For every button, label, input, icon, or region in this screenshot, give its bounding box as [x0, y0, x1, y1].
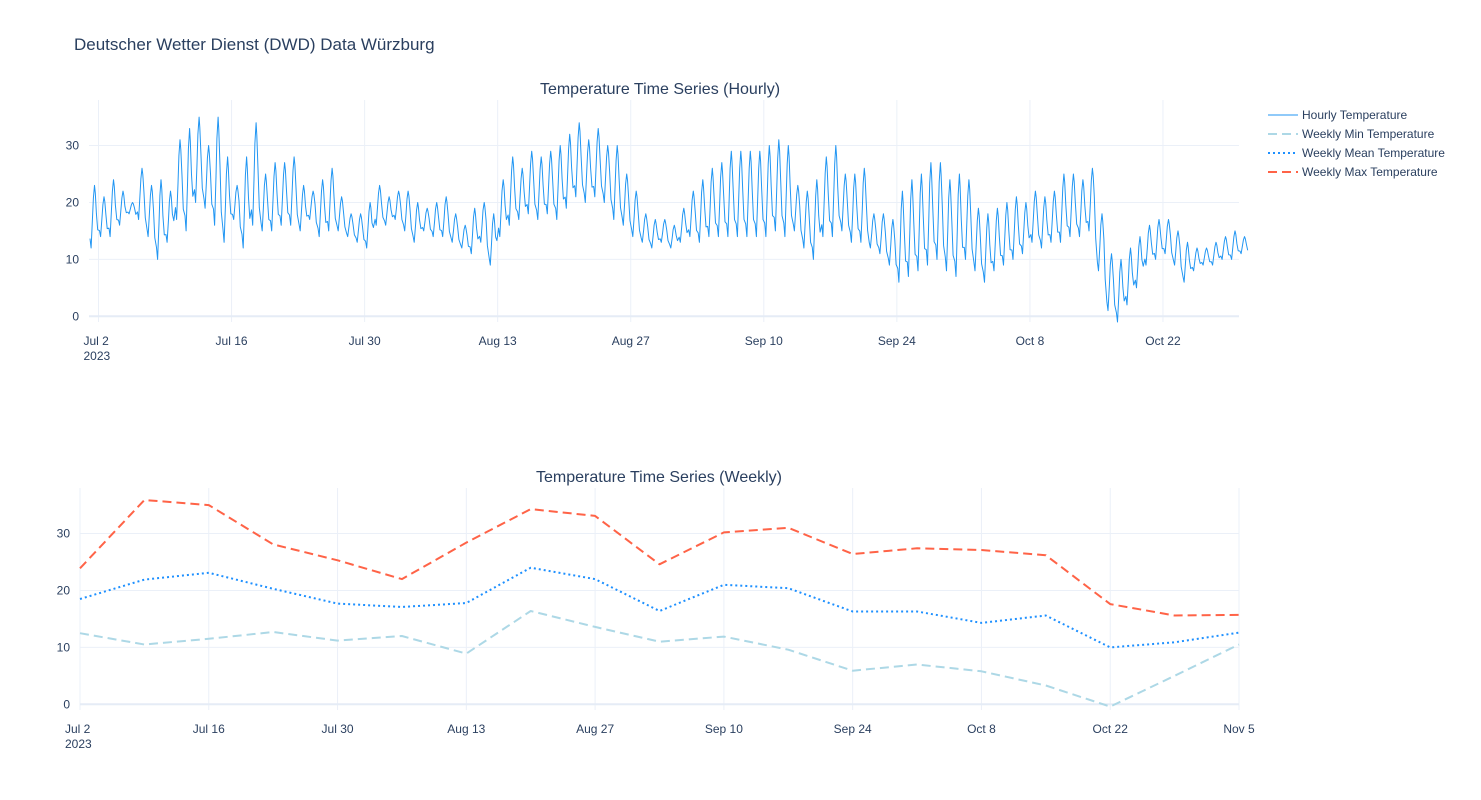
x-tick-label: Jul 2: [65, 722, 91, 736]
x-tick-label: Aug 27: [576, 722, 614, 736]
legend-label-weekly-mean: Weekly Mean Temperature: [1302, 146, 1445, 160]
weekly-series-layer: [79, 499, 1240, 708]
y-tick-label: 30: [57, 527, 71, 541]
series-line-weekly-mean: [79, 566, 1240, 649]
weekly-grid: [79, 488, 1240, 710]
figure-title: Deutscher Wetter Dienst (DWD) Data Würzb…: [74, 35, 435, 54]
x-tick-label: Aug 13: [479, 334, 517, 348]
x-tick-label: Aug 27: [612, 334, 650, 348]
legend-label-weekly-max: Weekly Max Temperature: [1302, 165, 1438, 179]
weekly-chart-title: Temperature Time Series (Weekly): [536, 469, 782, 486]
legend-label-weekly-min: Weekly Min Temperature: [1302, 127, 1435, 141]
hourly-series-layer: [89, 116, 1249, 323]
weekly-chart-panel: Temperature Time Series (Weekly) Jul 220…: [57, 469, 1255, 751]
x-tick-label: Aug 13: [447, 722, 485, 736]
series-line-weekly-min: [79, 610, 1240, 708]
x-tick-label: Sep 10: [705, 722, 743, 736]
y-tick-label: 0: [63, 697, 70, 711]
legend-item-weekly-max[interactable]: Weekly Max Temperature: [1268, 165, 1438, 179]
hourly-chart-title: Temperature Time Series (Hourly): [540, 81, 780, 98]
hourly-grid: [89, 100, 1239, 322]
y-tick-label: 20: [57, 583, 71, 597]
x-tick-label: Oct 8: [967, 722, 996, 736]
legend-label-hourly: Hourly Temperature: [1302, 108, 1407, 122]
legend-item-weekly-mean[interactable]: Weekly Mean Temperature: [1268, 146, 1445, 160]
x-tick-label: Jul 2: [84, 334, 110, 348]
x-tick-label: Jul 16: [193, 722, 225, 736]
hourly-y-axis: 0 10 20 30: [66, 139, 80, 324]
x-tick-label: Sep 10: [745, 334, 783, 348]
x-tick-label: Sep 24: [834, 722, 872, 736]
weekly-y-axis: 0 10 20 30: [57, 527, 71, 712]
legend-item-hourly[interactable]: Hourly Temperature: [1268, 108, 1407, 122]
x-tick-label: Oct 8: [1016, 334, 1045, 348]
y-tick-label: 20: [66, 195, 80, 209]
series-line-weekly-max: [79, 499, 1240, 617]
x-tick-label: Nov 5: [1223, 722, 1255, 736]
x-tick-label: Jul 30: [349, 334, 381, 348]
chart-legend[interactable]: Hourly Temperature Weekly Min Temperatur…: [1268, 108, 1445, 179]
x-tick-label: Jul 16: [216, 334, 248, 348]
hourly-chart-panel: Temperature Time Series (Hourly) Jul 220…: [66, 81, 1249, 363]
x-tick-label: Oct 22: [1093, 722, 1129, 736]
y-tick-label: 10: [57, 640, 71, 654]
legend-item-weekly-min[interactable]: Weekly Min Temperature: [1268, 127, 1435, 141]
series-line-hourly-temperature: [89, 116, 1249, 323]
y-tick-label: 30: [66, 139, 80, 153]
x-tick-label: Sep 24: [878, 334, 916, 348]
x-tick-label: Jul 30: [322, 722, 354, 736]
y-tick-label: 10: [66, 252, 80, 266]
x-tick-year-label: 2023: [65, 737, 92, 751]
x-tick-year-label: 2023: [84, 349, 111, 363]
x-tick-label: Oct 22: [1145, 334, 1181, 348]
y-tick-label: 0: [72, 309, 79, 323]
